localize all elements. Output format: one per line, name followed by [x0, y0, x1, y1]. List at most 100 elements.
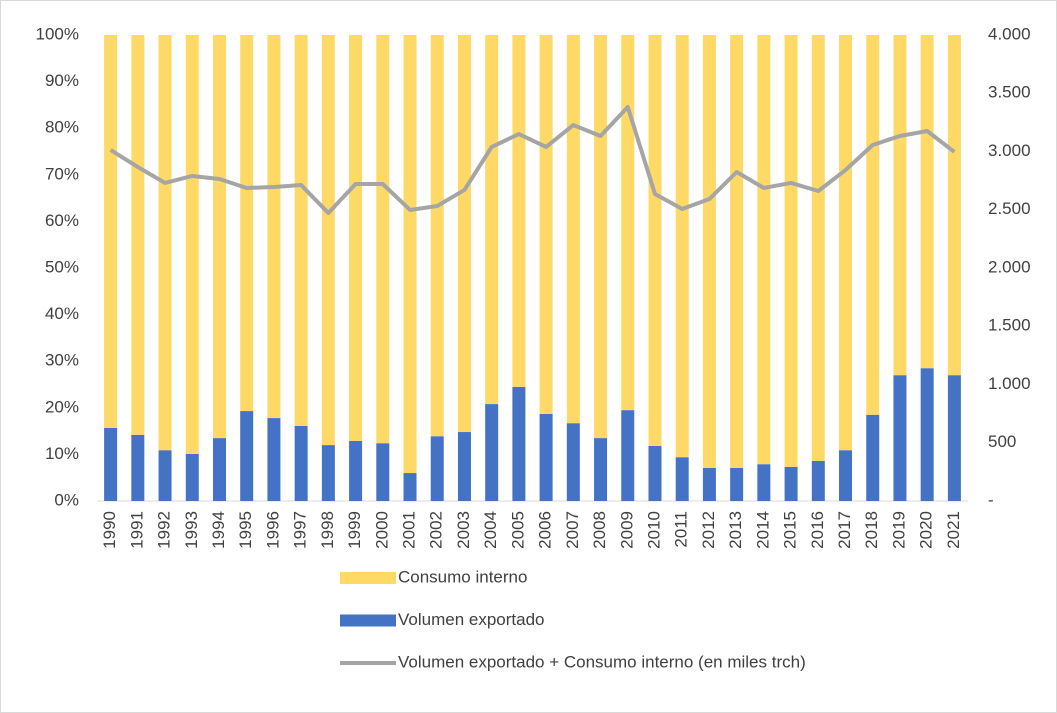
y-tick-label: 80%: [45, 118, 79, 137]
bar: [158, 450, 172, 501]
y2-tick-label: 1.500: [988, 316, 1031, 335]
bar: [457, 35, 471, 433]
y-tick-label: 40%: [45, 304, 79, 323]
bar: [185, 35, 199, 454]
x-tick-label: 2018: [862, 511, 881, 549]
bar: [349, 35, 363, 441]
bar: [839, 450, 853, 501]
y-tick-label: 10%: [45, 444, 79, 463]
bar: [212, 438, 226, 501]
x-tick-label: 1992: [155, 511, 174, 549]
x-tick-label: 2016: [808, 511, 827, 549]
bar: [866, 35, 880, 415]
x-tick-label: 2012: [699, 511, 718, 549]
x-tick-label: 2013: [726, 511, 745, 549]
y2-tick-label: 3.000: [988, 141, 1031, 160]
bar: [730, 35, 744, 468]
bar: [621, 35, 635, 411]
bar: [866, 414, 880, 501]
x-tick-label: 2006: [536, 511, 555, 549]
bar: [512, 35, 526, 387]
bar: [457, 432, 471, 501]
bar: [784, 466, 798, 501]
x-tick-label: 2000: [372, 511, 391, 549]
x-tick-label: 1995: [236, 511, 255, 549]
x-tick-label: 2001: [400, 511, 419, 549]
bar: [811, 460, 825, 501]
bar: [784, 35, 798, 467]
bar: [349, 440, 363, 501]
y-tick-label: 100%: [36, 24, 79, 43]
bar: [240, 35, 254, 412]
x-tick-label: 2008: [590, 511, 609, 549]
bar: [566, 423, 580, 501]
line: [109, 104, 956, 216]
bar: [839, 35, 853, 451]
bar: [131, 35, 145, 435]
bar: [430, 35, 444, 437]
bar: [104, 35, 118, 428]
y-tick-label: 60%: [45, 211, 79, 230]
bar: [893, 375, 907, 501]
bar: [811, 35, 825, 461]
bar: [212, 35, 226, 439]
bar: [376, 443, 390, 501]
x-tick-label: 2010: [644, 511, 663, 549]
bar: [594, 438, 608, 501]
x-tick-label: 1990: [100, 511, 119, 549]
bar: [621, 410, 635, 501]
bar: [947, 375, 961, 501]
bar: [648, 35, 662, 447]
x-tick-label: 2004: [481, 511, 500, 549]
x-tick-label: 2017: [835, 511, 854, 549]
x-tick-label: 2019: [889, 511, 908, 549]
x-tick-label: 1991: [127, 511, 146, 549]
y2-tick-label: 500: [988, 432, 1016, 451]
x-tick-label: 1996: [263, 511, 282, 549]
y-tick-label: 30%: [45, 351, 79, 370]
bar: [675, 35, 689, 458]
y2-tick-label: 2.500: [988, 199, 1031, 218]
bar: [158, 35, 172, 451]
bar: [485, 404, 499, 501]
bar: [920, 368, 934, 501]
y-tick-label: 50%: [45, 257, 79, 276]
bar: [485, 35, 499, 405]
bar: [240, 411, 254, 501]
bar: [947, 35, 961, 376]
y-tick-label: 0%: [54, 490, 79, 509]
y2-tick-label: -: [988, 490, 994, 509]
x-tick-label: 2005: [508, 511, 527, 549]
bar: [430, 436, 444, 501]
bar: [104, 427, 118, 501]
bar: [757, 464, 771, 501]
y2-tick-label: 2.000: [988, 257, 1031, 276]
x-tick-label: 2021: [944, 511, 963, 549]
bar: [730, 467, 744, 501]
x-tick-label: 1993: [182, 511, 201, 549]
legend-label: Volumen exportado + Consumo interno (en …: [398, 652, 806, 671]
x-tick-label: 2002: [427, 511, 446, 549]
legend-swatch: [340, 572, 396, 584]
bar: [757, 35, 771, 465]
bar: [539, 35, 553, 414]
bar: [675, 457, 689, 501]
bar: [376, 35, 390, 444]
y2-tick-label: 3.500: [988, 83, 1031, 102]
bar: [512, 386, 526, 501]
bar: [920, 35, 934, 369]
bar: [321, 445, 335, 501]
x-tick-label: 1994: [209, 511, 228, 549]
x-tick-label: 2014: [753, 511, 772, 549]
bar: [648, 446, 662, 501]
bar: [566, 35, 580, 424]
x-tick-label: 2007: [563, 511, 582, 549]
legend-label: Consumo interno: [398, 567, 527, 586]
x-tick-label: 2020: [917, 511, 936, 549]
bar: [267, 418, 281, 501]
x-tick-label: 2009: [617, 511, 636, 549]
legend-label: Volumen exportado: [398, 610, 545, 629]
y2-tick-label: 1.000: [988, 374, 1031, 393]
